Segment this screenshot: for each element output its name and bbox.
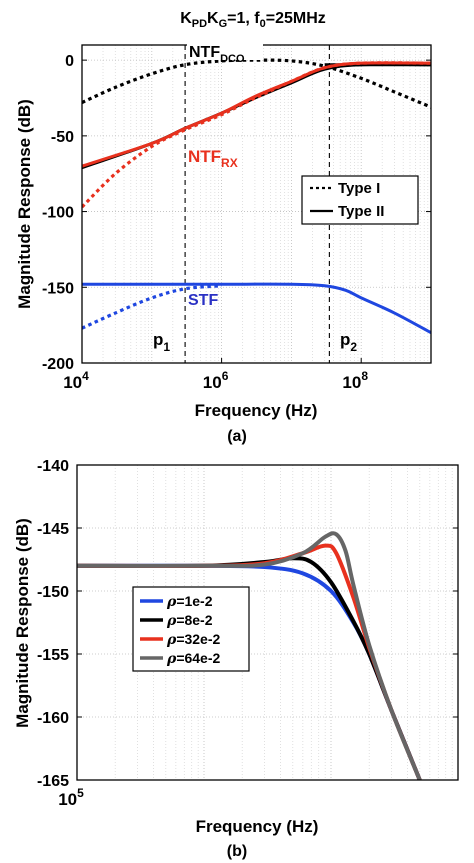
label-sub: RX bbox=[221, 156, 238, 170]
title-part: K bbox=[207, 10, 219, 27]
x-tick-label: 104 bbox=[63, 369, 89, 392]
stf-label: STF bbox=[188, 292, 218, 309]
y-ticks-b: -140 -145 -150 -155 -160 -165 bbox=[37, 458, 458, 790]
chart-title-a: KPDKG=1, f0=25MHz bbox=[180, 10, 326, 30]
series-line-stf-dotted bbox=[82, 284, 222, 330]
p2-label: p2 bbox=[340, 330, 357, 354]
y-tick-label: -155 bbox=[37, 647, 69, 664]
label-sub: 2 bbox=[350, 340, 357, 354]
plot-frame-b bbox=[76, 464, 459, 781]
y-tick-label: -150 bbox=[42, 280, 74, 297]
y-tick-label: 0 bbox=[65, 53, 74, 70]
title-part: K bbox=[180, 10, 192, 27]
label-main: p bbox=[153, 330, 163, 349]
legend-label-type-2: Type II bbox=[338, 203, 384, 220]
pole-markers-a bbox=[184, 45, 330, 363]
legend-box-a bbox=[301, 175, 419, 225]
label-sub: DCO bbox=[220, 53, 245, 65]
y-tick-label: -100 bbox=[42, 205, 74, 222]
y-tick-label: -165 bbox=[37, 773, 69, 790]
panel-label-b: (b) bbox=[227, 843, 247, 860]
title-part: =1, f bbox=[227, 10, 260, 27]
label-main: NTF bbox=[188, 147, 221, 166]
y-axis-label-a: Magnitude Response (dB) bbox=[15, 99, 34, 309]
x-ticks-a: 104 106 108 bbox=[63, 358, 368, 392]
ntf-dco-label-bg bbox=[187, 43, 263, 60]
legend-a: Type I Type II bbox=[301, 175, 419, 225]
legend-items-b: ρ=1e-2 ρ=8e-2 ρ=32e-2 ρ=64e-2 bbox=[140, 593, 221, 667]
label-main: p bbox=[340, 330, 350, 349]
legend-label-rho-1: ρ=1e-2 bbox=[166, 593, 213, 610]
chart-panel-a: 0-50-100-150-200 104 106 108 KPDKG=1, f0=2… bbox=[15, 10, 432, 445]
y-ticks-a: 0 -50 -100 -150 -200 bbox=[42, 53, 431, 373]
x-tick-label: 106 bbox=[203, 369, 229, 392]
x-tick-label: 105 bbox=[58, 786, 84, 809]
x-ticks-b: 105 bbox=[58, 775, 84, 809]
legend-label-rho-2: ρ=8e-2 bbox=[166, 612, 213, 629]
title-sub: G bbox=[219, 18, 228, 30]
series-line-ntf-dco-dotted bbox=[82, 58, 431, 109]
title-sub: PD bbox=[192, 18, 207, 30]
y-tick-label: -150 bbox=[37, 584, 69, 601]
y-tick-label: -50 bbox=[51, 129, 74, 146]
series-a bbox=[82, 58, 431, 335]
chart-panel-b: -140 -145 -150 -155 -160 -165 105 ρ=1e-2 ρ=8e-… bbox=[13, 458, 459, 860]
series-line-stf-solid bbox=[82, 282, 431, 335]
x-axis-label-a: Frequency (Hz) bbox=[195, 401, 318, 420]
y-tick-label: -140 bbox=[37, 458, 69, 475]
legend-label-type-1: Type I bbox=[338, 180, 380, 197]
legend-b: ρ=1e-2 ρ=8e-2 ρ=32e-2 ρ=64e-2 bbox=[132, 586, 250, 672]
y-tick-label: -200 bbox=[42, 356, 74, 373]
series-line-ntf-rx-solid bbox=[82, 61, 431, 168]
legend-label-rho-4: ρ=64e-2 bbox=[166, 650, 221, 667]
y-tick-label: -145 bbox=[37, 521, 69, 538]
panel-label-a: (a) bbox=[227, 428, 247, 445]
series-line-rho-4 bbox=[77, 531, 422, 780]
label-sub: 1 bbox=[163, 340, 170, 354]
title-sub: 0 bbox=[260, 18, 266, 30]
x-tick-label: 108 bbox=[342, 369, 368, 392]
y-axis-label-b: Magnitude Response (dB) bbox=[13, 518, 32, 728]
label-main: NTF bbox=[189, 44, 220, 61]
series-b bbox=[77, 531, 422, 780]
ntf-dco-label: NTFDCO bbox=[189, 44, 245, 65]
ntf-rx-label: NTFRX bbox=[188, 147, 238, 170]
p1-label: p1 bbox=[153, 330, 170, 354]
x-axis-label-b: Frequency (Hz) bbox=[196, 817, 319, 836]
title-part: =25MHz bbox=[266, 10, 326, 27]
y-tick-label: -160 bbox=[37, 710, 69, 727]
legend-label-rho-3: ρ=32e-2 bbox=[166, 631, 221, 648]
